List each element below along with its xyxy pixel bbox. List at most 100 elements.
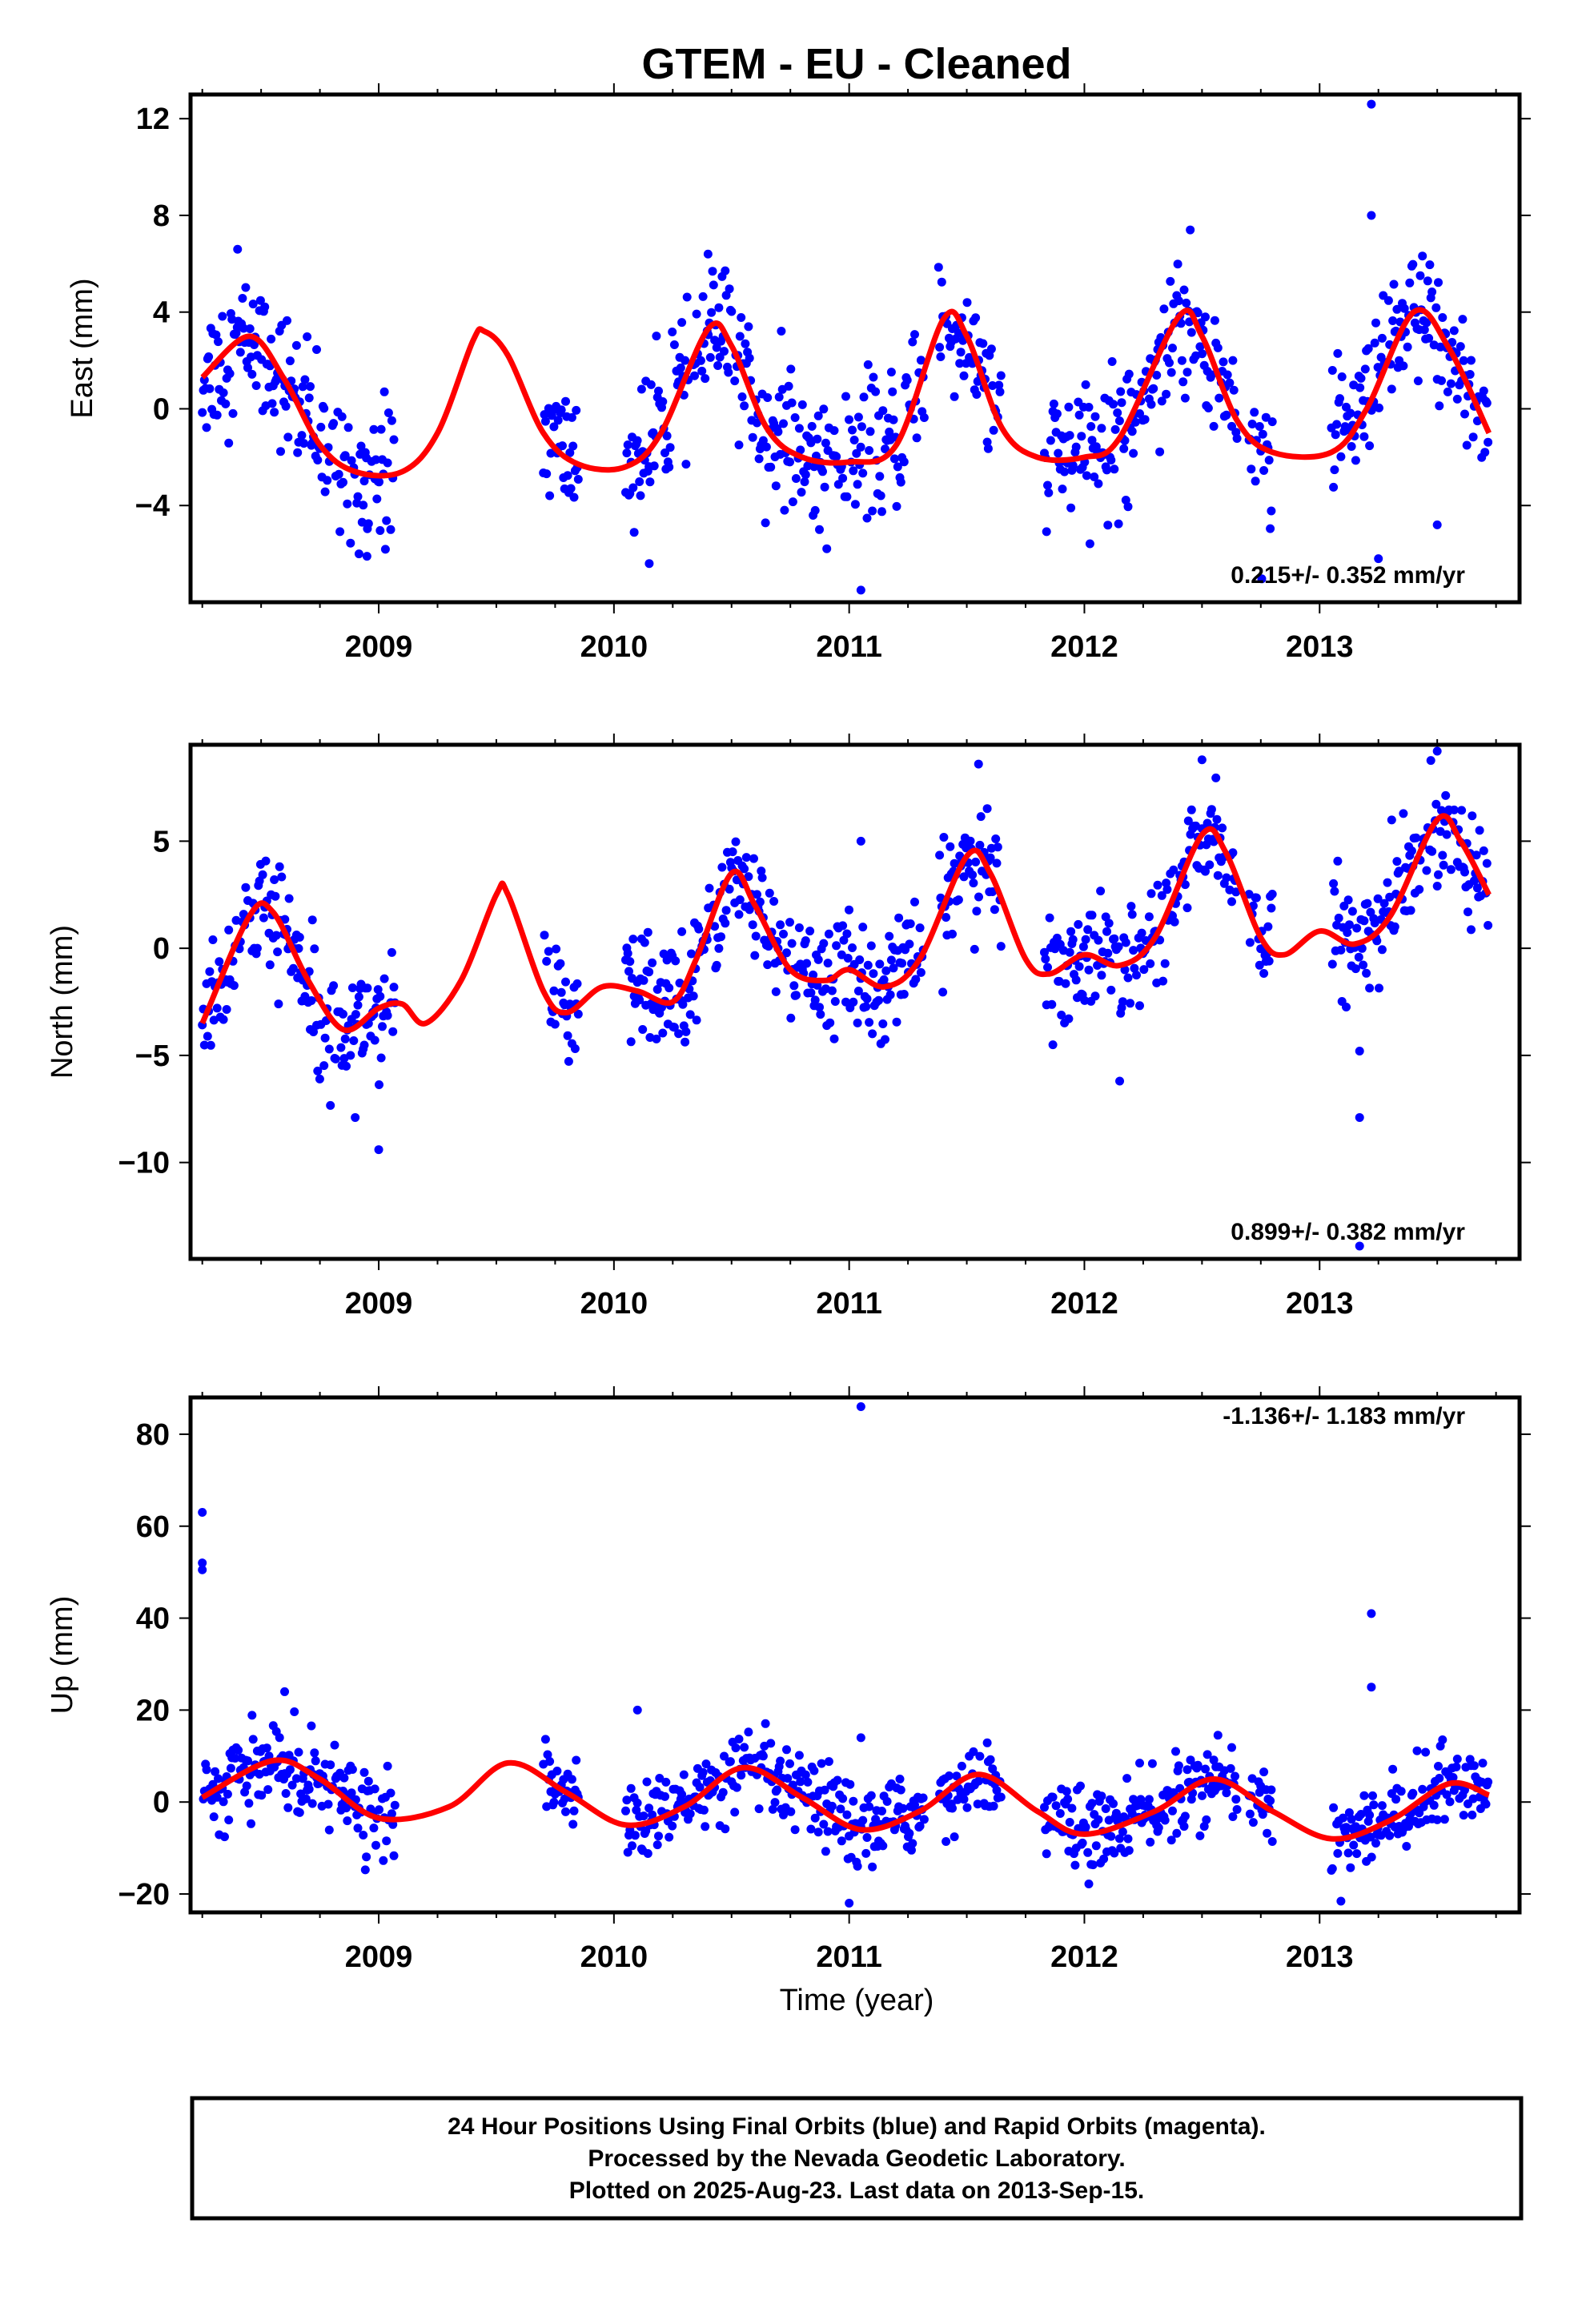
north-data-point — [347, 983, 357, 992]
east-data-point — [1259, 466, 1269, 475]
up-data-point — [948, 1803, 957, 1813]
east-data-point — [340, 451, 350, 460]
up-data-point — [862, 1833, 872, 1842]
east-data-point — [337, 412, 347, 421]
north-data-point — [894, 913, 904, 923]
north-data-point — [975, 840, 985, 850]
up-data-point — [323, 1799, 333, 1809]
up-data-point — [648, 1810, 657, 1819]
north-data-point — [892, 1017, 901, 1027]
north-data-point — [1422, 866, 1431, 875]
east-rate-label: 0.215+/- 0.352 mm/yr — [1231, 562, 1465, 589]
north-data-point — [552, 944, 561, 954]
up-data-point — [387, 1809, 396, 1819]
up-data-point — [342, 1803, 351, 1813]
up-data-point — [1404, 1822, 1413, 1831]
north-data-point — [794, 923, 804, 932]
east-outlier-point — [856, 585, 865, 595]
up-data-point — [1078, 1838, 1087, 1848]
north-data-point — [310, 944, 319, 954]
north-data-point — [805, 927, 815, 936]
north-data-point — [755, 897, 765, 907]
up-y-tick-label: −20 — [118, 1878, 170, 1912]
east-data-point — [954, 328, 963, 338]
east-data-point — [820, 482, 829, 492]
up-data-point — [1469, 1761, 1479, 1771]
north-data-point — [728, 847, 737, 857]
east-data-point — [1149, 384, 1158, 393]
up-data-point — [1481, 1799, 1491, 1809]
north-data-point — [1472, 850, 1481, 860]
east-data-point — [1177, 356, 1186, 365]
north-data-point — [1390, 922, 1399, 931]
north-data-point — [1212, 814, 1222, 824]
east-data-point — [1419, 325, 1429, 335]
up-data-point — [992, 1786, 1002, 1795]
east-data-point — [709, 280, 718, 290]
north-data-point — [556, 987, 566, 997]
up-data-point — [786, 1807, 796, 1816]
north-data-point — [771, 987, 781, 996]
north-data-point — [212, 1003, 222, 1013]
north-data-point — [819, 939, 829, 948]
up-data-point — [291, 1774, 301, 1783]
up-data-point — [950, 1832, 959, 1842]
east-data-point — [1467, 356, 1476, 365]
east-data-point — [567, 412, 576, 422]
east-data-point — [803, 461, 813, 471]
north-data-point — [858, 923, 868, 932]
north-data-point — [1182, 903, 1192, 913]
north-data-point — [946, 842, 955, 851]
north-data-point — [687, 949, 696, 959]
north-data-point — [1065, 947, 1074, 957]
north-data-point — [639, 975, 648, 985]
north-data-point — [725, 884, 734, 894]
east-data-point — [202, 423, 211, 432]
up-data-point — [974, 1776, 983, 1786]
east-outlier-point — [703, 249, 713, 259]
east-data-point — [1052, 409, 1062, 419]
up-data-point — [644, 1803, 654, 1813]
east-data-point — [1399, 361, 1408, 371]
up-data-point — [982, 1738, 992, 1747]
east-data-point — [859, 392, 869, 402]
north-data-point — [339, 1009, 347, 1019]
east-data-point — [797, 400, 807, 409]
up-data-point — [776, 1756, 785, 1766]
east-data-point — [1228, 356, 1238, 365]
east-data-point — [283, 316, 291, 325]
east-data-point — [1462, 440, 1472, 450]
north-data-point — [370, 1035, 379, 1045]
up-data-point — [1106, 1831, 1116, 1841]
north-data-point — [219, 1015, 228, 1024]
east-panel: 2009 2010 2011 2012 2013 −4 0 4 8 12 East (mm) 0.21… — [66, 83, 1531, 664]
north-data-point — [938, 987, 948, 997]
north-data-point — [1342, 1003, 1351, 1011]
up-data-point — [1081, 1823, 1090, 1831]
up-data-point — [945, 1771, 954, 1780]
east-data-point — [379, 387, 389, 396]
east-data-point — [1484, 437, 1493, 447]
up-data-point — [568, 1819, 578, 1829]
north-data-point — [915, 923, 925, 933]
north-data-point — [1432, 882, 1442, 891]
north-data-point — [1121, 938, 1130, 947]
east-data-point — [1182, 368, 1192, 377]
east-data-point — [1114, 416, 1124, 425]
north-data-point — [1363, 899, 1372, 908]
east-data-point — [995, 387, 1005, 396]
east-data-point — [1135, 409, 1144, 418]
north-data-point — [1347, 907, 1357, 916]
north-data-point — [969, 879, 978, 888]
north-data-point — [275, 862, 284, 871]
east-data-point — [1437, 376, 1446, 385]
up-data-point — [783, 1774, 793, 1783]
east-data-point — [908, 337, 917, 347]
up-data-point — [247, 1819, 255, 1828]
up-data-point — [806, 1824, 816, 1834]
up-data-point — [679, 1770, 689, 1779]
up-rate-label: -1.136+/- 1.183 mm/yr — [1223, 1403, 1465, 1429]
north-data-point — [351, 1010, 360, 1019]
up-data-point — [740, 1743, 749, 1752]
north-data-point — [336, 1043, 346, 1052]
